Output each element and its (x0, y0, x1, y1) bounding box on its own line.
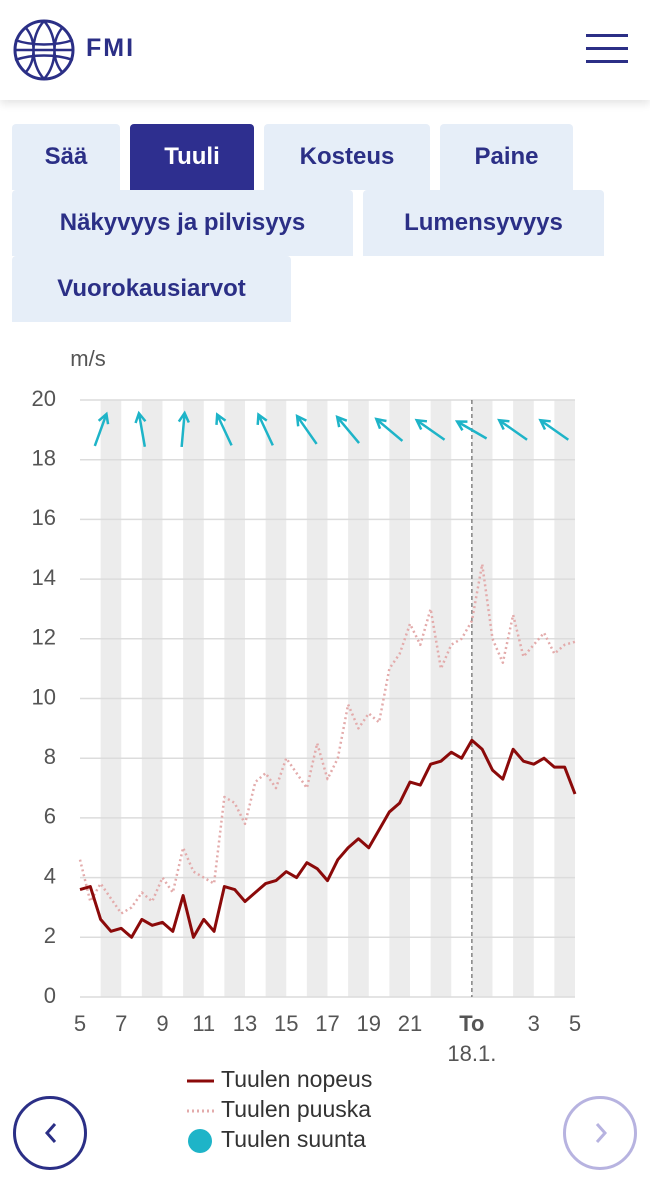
y-tick-label: 8 (44, 744, 56, 769)
y-tick-label: 16 (32, 505, 56, 530)
x-tick-label: To (459, 1011, 484, 1036)
legend-label: Tuulen suunta (221, 1126, 366, 1152)
x-tick-label: 11 (192, 1011, 215, 1036)
x-tick-label: 5 (569, 1011, 581, 1036)
x-tick-label: 7 (115, 1011, 127, 1036)
wind-arrow (497, 418, 528, 441)
wind-arrow (134, 410, 147, 447)
tab[interactable]: Tuuli (130, 124, 254, 190)
legend-label: Tuulen puuska (221, 1096, 371, 1122)
wind-arrow (93, 411, 110, 447)
date-label: 18.1. (447, 1041, 496, 1066)
x-tick-label: 9 (156, 1011, 168, 1036)
tab[interactable]: Näkyvyys ja pilvisyys (12, 190, 353, 256)
icon (595, 1123, 608, 1143)
y-tick-label: 12 (32, 625, 56, 650)
icon (44, 1123, 57, 1143)
x-tick-label: 5 (74, 1011, 86, 1036)
y-tick-label: 14 (32, 565, 56, 590)
series-line (79, 738, 577, 939)
tab[interactable]: Paine (440, 124, 573, 190)
y-tick-label: 6 (44, 804, 56, 829)
y-unit-label: m/s (70, 346, 105, 371)
y-tick-label: 0 (44, 983, 56, 1008)
y-tick-label: 10 (32, 684, 56, 709)
previous-button[interactable] (13, 1096, 87, 1170)
logo[interactable] (12, 18, 76, 82)
wind-arrow (335, 415, 361, 444)
tab[interactable]: Kosteus (264, 124, 430, 190)
chart: m/s 0 2 4 6 8 10 12 14 16 18 20 5 7 9 11 13 15 17 19 21 To 3 5… (32, 346, 581, 1153)
wind-arrow (454, 420, 488, 440)
wind-arrow (374, 417, 404, 442)
tab[interactable]: Lumensyvyys (363, 190, 604, 256)
wind-arrow (538, 418, 570, 441)
x-tick-label: 13 (233, 1011, 257, 1036)
x-tick-label: 21 (398, 1011, 422, 1036)
tab[interactable]: Vuorokausiarvot (12, 256, 291, 322)
logo-text: FMI (86, 34, 136, 62)
legend-marker (188, 1129, 212, 1153)
header: FMI (0, 0, 650, 100)
series-line (78, 562, 576, 915)
legend-label: Tuulen nopeus (221, 1066, 372, 1092)
x-tick-label: 15 (274, 1011, 298, 1036)
y-tick-label: 2 (44, 923, 56, 948)
menu-button[interactable] (586, 34, 628, 64)
y-tick-label: 4 (44, 863, 56, 888)
wind-arrow (414, 418, 446, 441)
x-tick-label: 19 (357, 1011, 381, 1036)
y-tick-label: 18 (32, 446, 56, 471)
next-button[interactable] (563, 1096, 637, 1170)
wind-arrow (295, 413, 318, 445)
wind-arrow (256, 412, 274, 446)
x-tick-label: 17 (315, 1011, 339, 1036)
y-tick-label: 20 (32, 386, 56, 411)
wind-arrow (177, 410, 190, 448)
wind-arrow (215, 412, 233, 446)
tab[interactable]: Sää (12, 124, 120, 190)
x-tick-label: 3 (528, 1011, 540, 1036)
